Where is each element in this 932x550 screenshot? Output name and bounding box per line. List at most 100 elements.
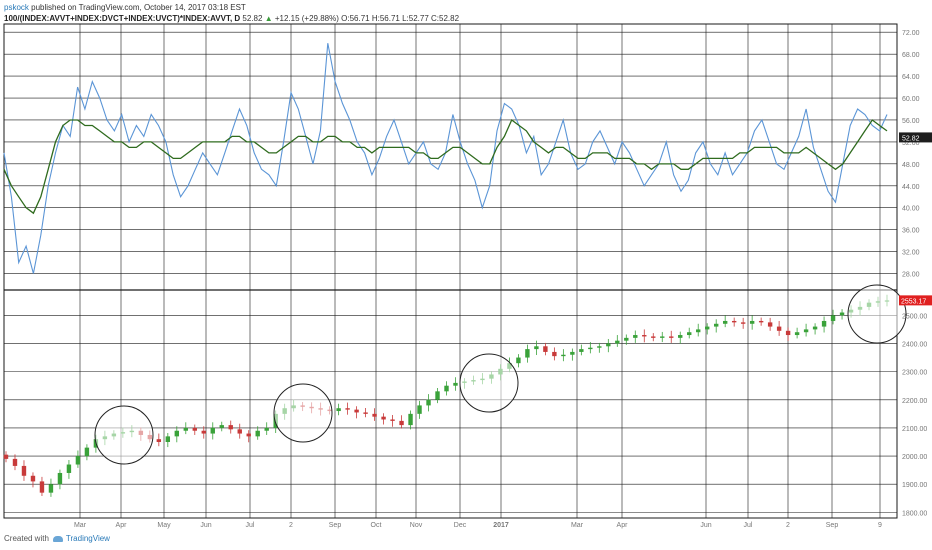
- candle-body: [633, 335, 638, 338]
- upper-y-tick-label: 32.00: [902, 250, 920, 257]
- upper-y-tick-label: 60.00: [902, 96, 920, 103]
- blue-oscillator-line: [3, 43, 888, 274]
- candle-body: [731, 320, 737, 323]
- candle-body: [363, 412, 368, 414]
- candle-body: [552, 351, 557, 357]
- candle-body: [12, 458, 18, 466]
- upper-y-tick-label: 44.00: [902, 184, 920, 191]
- candle-body: [785, 330, 791, 336]
- x-tick-label: 9: [878, 522, 882, 529]
- candle-body: [399, 420, 404, 426]
- candle-body: [839, 312, 845, 316]
- green-average-line: [3, 118, 888, 215]
- candle-body: [705, 326, 710, 330]
- candle-body: [696, 329, 701, 333]
- candle-body: [758, 320, 764, 323]
- upper-last-value-text: 52.82: [902, 135, 920, 142]
- candle-body: [561, 354, 566, 357]
- candle-body: [687, 332, 692, 336]
- highlight-circles: [94, 284, 907, 465]
- upper-y-tick-label: 56.00: [902, 118, 920, 125]
- candle-body: [21, 465, 27, 476]
- candle-body: [30, 475, 36, 482]
- created-with-label: Created with: [4, 534, 49, 543]
- ohlc-low: L:52.77: [402, 14, 429, 23]
- candle-body: [84, 447, 90, 457]
- candle-body: [255, 430, 260, 437]
- candle-body: [767, 322, 773, 327]
- candle-body: [678, 335, 683, 338]
- ohlc-high: H:56.71: [371, 14, 400, 23]
- x-tick-label: Apr: [116, 522, 128, 529]
- ohlc-open: O:56.71: [341, 14, 370, 23]
- candle-body: [408, 413, 413, 426]
- x-tick-label: Jul: [246, 522, 255, 529]
- lower-y-tick-label: 2100.00: [902, 426, 927, 433]
- candle-body: [426, 399, 431, 406]
- candle-body: [651, 336, 656, 338]
- upper-y-tick-label: 36.00: [902, 228, 920, 235]
- candle-body: [660, 336, 665, 338]
- chart-header: pskock published on TradingView.com, Oct…: [4, 2, 459, 24]
- candle-body: [174, 430, 180, 437]
- tradingview-cloud-icon: [52, 535, 63, 542]
- candle-body: [722, 320, 728, 324]
- published-info: published on TradingView.com, October 14…: [31, 3, 246, 12]
- x-tick-label: Jun: [700, 522, 711, 529]
- price-change: +12.15 (+29.88%): [274, 14, 339, 23]
- x-tick-label: Jun: [200, 522, 211, 529]
- upper-oscillator-panel: [3, 43, 888, 274]
- candle-body: [588, 347, 593, 350]
- candle-body: [821, 320, 827, 327]
- candle-body: [534, 346, 539, 350]
- upper-y-tick-label: 52.00: [902, 140, 920, 147]
- upper-y-tick-label: 72.00: [902, 30, 920, 37]
- author-name[interactable]: pskock: [4, 3, 29, 12]
- candle-body: [525, 349, 530, 358]
- candle-body: [354, 409, 359, 413]
- x-tick-label: Nov: [410, 522, 423, 529]
- candle-body: [48, 484, 54, 493]
- candle-body: [75, 456, 81, 465]
- candle-body: [579, 349, 584, 352]
- candle-body: [444, 385, 449, 392]
- x-tick-label: Oct: [371, 522, 382, 529]
- x-tick-label: Sep: [826, 522, 839, 529]
- candle-body: [219, 425, 224, 428]
- lower-y-tick-label: 2000.00: [902, 454, 927, 461]
- candle-body: [3, 454, 9, 459]
- tradingview-link[interactable]: TradingView: [65, 534, 110, 543]
- candle-body: [615, 340, 620, 344]
- upper-last-value-badge: [899, 132, 932, 143]
- highlight-circle: [459, 353, 519, 413]
- candle-body: [264, 427, 269, 431]
- last-price: 52.82: [242, 14, 263, 23]
- x-tick-label: Sep: [329, 522, 342, 529]
- candle-body: [453, 382, 458, 386]
- x-tick-label: 2017: [493, 522, 509, 529]
- x-tick-label: Dec: [454, 522, 467, 529]
- lower-y-tick-label: 2500.00: [902, 313, 927, 320]
- candle-body: [165, 436, 171, 442]
- highlight-circle: [847, 284, 907, 344]
- candle-body: [543, 346, 548, 352]
- candle-body: [156, 439, 162, 442]
- up-arrow-icon: ▲: [264, 14, 273, 23]
- upper-y-tick-label: 48.00: [902, 162, 920, 169]
- x-tick-label: 2: [786, 522, 790, 529]
- candle-body: [417, 405, 422, 414]
- price-axis[interactable]: 28.00 32.00 36.00 40.00 44.00 48.00 52.00 56.00…: [902, 30, 927, 517]
- lower-y-tick-label: 1800.00: [902, 510, 927, 517]
- upper-y-tick-label: 68.00: [902, 52, 920, 59]
- candle-body: [624, 337, 629, 341]
- symbol-name[interactable]: 100/(INDEX:AVVT+INDEX:DVCT+INDEX:UVCT)*I…: [4, 14, 241, 23]
- x-tick-label: May: [157, 522, 171, 529]
- lower-y-tick-label: 2400.00: [902, 341, 927, 348]
- candle-body: [749, 320, 755, 324]
- time-axis[interactable]: Mar Apr May Jun Jul 2 Sep Oct Nov Dec 2017 Mar Apr Ju…: [74, 522, 882, 529]
- lower-y-tick-label: 2200.00: [902, 398, 927, 405]
- candle-body: [381, 416, 386, 420]
- candle-body: [201, 430, 206, 434]
- upper-y-tick-label: 28.00: [902, 272, 920, 279]
